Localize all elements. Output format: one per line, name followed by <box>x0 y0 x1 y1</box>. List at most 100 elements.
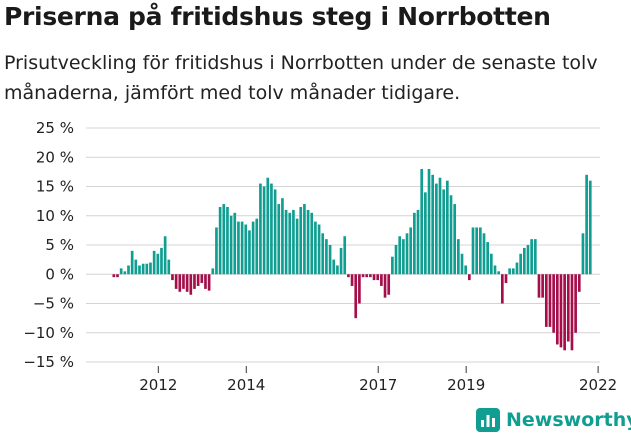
bar <box>288 212 292 275</box>
brand-name: Newsworthy <box>506 409 631 431</box>
bar <box>204 274 207 289</box>
bar <box>273 189 277 275</box>
bar <box>548 274 552 327</box>
y-tick-label: 5 % <box>45 236 74 254</box>
x-tick-label: 2022 <box>579 376 617 394</box>
bar <box>193 274 196 289</box>
bar <box>332 259 336 275</box>
bar <box>570 274 574 351</box>
bar <box>511 268 515 275</box>
bar <box>361 274 365 278</box>
bar <box>119 268 123 275</box>
bar <box>303 204 306 275</box>
bar <box>127 265 130 275</box>
newsworthy-logo-icon <box>476 408 500 432</box>
y-tick-label: 10 % <box>36 207 74 225</box>
bar <box>248 230 251 275</box>
bars <box>112 168 592 351</box>
bar <box>555 274 559 345</box>
bar <box>585 174 588 275</box>
bar <box>552 274 555 333</box>
bar <box>215 227 218 275</box>
y-axis-ticks: 25 % 20 % 15 % 10 % 5 % 0 % −5 % −10 % −15 % <box>23 119 74 371</box>
bar <box>123 271 127 275</box>
bar <box>134 259 138 275</box>
bar <box>266 177 270 275</box>
bar <box>163 236 167 275</box>
bar <box>391 256 394 275</box>
bar <box>471 227 475 275</box>
bar <box>442 189 446 275</box>
bar <box>347 274 350 278</box>
bar <box>317 224 321 275</box>
bar <box>336 265 339 275</box>
bar <box>229 215 233 275</box>
bar <box>292 209 295 275</box>
bar <box>178 274 182 292</box>
bar <box>200 274 204 284</box>
bar <box>138 265 141 275</box>
bar <box>405 233 409 275</box>
bar <box>526 245 530 275</box>
bar <box>402 239 405 275</box>
bar <box>566 274 570 342</box>
bar <box>145 263 149 275</box>
chart-title: Priserna på fritidshus steg i Norrbotten <box>4 2 551 31</box>
bar <box>482 233 486 275</box>
bar <box>413 212 416 275</box>
x-tick-label: 2017 <box>359 376 397 394</box>
bar <box>468 274 471 281</box>
bar <box>130 250 134 275</box>
bar <box>431 174 435 275</box>
bar <box>577 274 581 292</box>
bar <box>588 180 592 275</box>
bar <box>409 227 413 275</box>
bar <box>277 204 281 275</box>
y-tick-label: 20 % <box>36 148 74 166</box>
bar <box>237 221 240 275</box>
bar <box>339 247 343 275</box>
bar <box>416 209 420 275</box>
bar <box>387 274 391 295</box>
bar <box>369 274 372 278</box>
bar <box>314 221 317 275</box>
bar <box>259 183 262 275</box>
bar <box>508 268 511 275</box>
bar <box>563 274 566 351</box>
bar <box>475 227 478 275</box>
bar <box>424 192 427 275</box>
bar <box>112 274 116 278</box>
bar <box>559 274 563 348</box>
bar <box>449 195 453 275</box>
bar <box>299 206 303 275</box>
bar <box>270 183 273 275</box>
bar <box>255 218 259 275</box>
y-tick-label: −5 % <box>33 295 74 313</box>
bar <box>446 180 449 275</box>
bar <box>281 198 284 275</box>
bar <box>581 233 585 275</box>
bar <box>486 242 489 275</box>
bar <box>244 224 248 275</box>
bar <box>435 183 438 275</box>
bar <box>438 177 442 275</box>
bar <box>325 239 328 275</box>
bar <box>343 236 347 275</box>
bar <box>460 253 464 275</box>
bar <box>174 274 178 289</box>
chart-subtitle: Prisutveckling för fritidshus i Norrbott… <box>4 52 598 104</box>
y-tick-label: −10 % <box>23 324 74 342</box>
bar <box>328 245 332 275</box>
bar <box>171 274 174 281</box>
bar <box>464 265 468 275</box>
bar <box>141 263 145 275</box>
bar <box>354 274 358 319</box>
bar <box>394 245 398 275</box>
bar <box>522 247 526 275</box>
bar <box>218 206 222 275</box>
bar <box>284 209 288 275</box>
bar <box>383 274 387 298</box>
bar <box>189 274 193 295</box>
bar <box>156 253 160 275</box>
